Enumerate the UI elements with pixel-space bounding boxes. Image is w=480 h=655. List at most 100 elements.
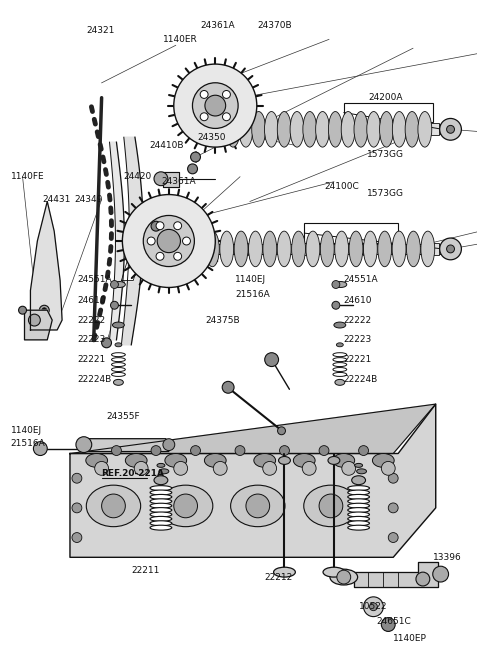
Circle shape xyxy=(302,461,316,476)
Ellipse shape xyxy=(335,231,348,267)
Ellipse shape xyxy=(157,463,165,468)
Bar xyxy=(300,243,312,255)
Ellipse shape xyxy=(111,363,125,367)
Ellipse shape xyxy=(150,503,172,508)
Ellipse shape xyxy=(306,231,320,267)
Circle shape xyxy=(110,280,119,288)
Ellipse shape xyxy=(263,231,277,267)
Text: 22211: 22211 xyxy=(131,566,160,574)
Circle shape xyxy=(319,445,329,455)
Circle shape xyxy=(174,461,188,476)
Bar xyxy=(236,243,248,255)
Ellipse shape xyxy=(150,499,172,504)
Circle shape xyxy=(134,461,148,476)
Circle shape xyxy=(39,305,49,315)
Text: 22221: 22221 xyxy=(344,355,372,364)
Ellipse shape xyxy=(334,322,346,328)
Circle shape xyxy=(122,195,216,288)
Ellipse shape xyxy=(115,343,122,346)
Text: 24200A: 24200A xyxy=(369,93,403,102)
Circle shape xyxy=(337,570,351,584)
Ellipse shape xyxy=(234,231,248,267)
Circle shape xyxy=(95,461,108,476)
Circle shape xyxy=(147,237,155,245)
Text: 24610: 24610 xyxy=(344,296,372,305)
Polygon shape xyxy=(163,172,179,187)
Circle shape xyxy=(223,90,230,98)
Ellipse shape xyxy=(323,567,345,577)
Circle shape xyxy=(235,445,245,455)
Text: 24370B: 24370B xyxy=(258,21,292,30)
Text: 22222: 22222 xyxy=(344,316,372,325)
Text: 24551A: 24551A xyxy=(77,275,111,284)
Ellipse shape xyxy=(335,282,347,288)
Text: 24321: 24321 xyxy=(87,26,115,35)
Bar xyxy=(323,123,335,135)
Ellipse shape xyxy=(378,231,392,267)
Bar xyxy=(375,123,387,135)
Circle shape xyxy=(446,125,455,133)
Ellipse shape xyxy=(239,111,253,147)
Bar xyxy=(219,123,231,135)
Circle shape xyxy=(151,221,161,231)
Ellipse shape xyxy=(352,476,366,485)
Circle shape xyxy=(174,494,197,517)
Circle shape xyxy=(264,352,278,367)
Ellipse shape xyxy=(392,231,406,267)
Ellipse shape xyxy=(348,490,370,495)
Polygon shape xyxy=(70,404,436,557)
Text: 13396: 13396 xyxy=(433,553,461,562)
Bar xyxy=(173,243,185,255)
Ellipse shape xyxy=(354,111,368,147)
Text: 24361A: 24361A xyxy=(161,178,195,186)
Text: 24375B: 24375B xyxy=(205,316,240,325)
Ellipse shape xyxy=(357,469,367,474)
Text: 22222: 22222 xyxy=(77,316,105,325)
Circle shape xyxy=(363,597,384,616)
Ellipse shape xyxy=(150,490,172,495)
Ellipse shape xyxy=(328,111,342,147)
Bar xyxy=(427,243,439,255)
Bar xyxy=(216,124,443,134)
Ellipse shape xyxy=(277,231,291,267)
Ellipse shape xyxy=(191,231,205,267)
Ellipse shape xyxy=(372,453,394,468)
Ellipse shape xyxy=(274,567,295,577)
Ellipse shape xyxy=(328,457,340,464)
Ellipse shape xyxy=(226,111,240,147)
Text: 24355F: 24355F xyxy=(107,413,140,421)
Ellipse shape xyxy=(333,373,347,377)
Ellipse shape xyxy=(158,485,213,527)
Circle shape xyxy=(205,95,226,116)
Polygon shape xyxy=(109,142,124,340)
Text: 1573GG: 1573GG xyxy=(367,149,404,159)
Circle shape xyxy=(72,533,82,542)
Ellipse shape xyxy=(86,453,108,468)
Text: 24410B: 24410B xyxy=(149,141,183,149)
Circle shape xyxy=(279,445,289,455)
Circle shape xyxy=(19,307,26,314)
Ellipse shape xyxy=(293,453,315,468)
Circle shape xyxy=(277,427,286,435)
Circle shape xyxy=(370,603,377,610)
Ellipse shape xyxy=(111,352,125,357)
Polygon shape xyxy=(30,202,62,330)
Circle shape xyxy=(76,437,92,453)
Circle shape xyxy=(182,237,191,245)
Polygon shape xyxy=(87,439,169,451)
Circle shape xyxy=(163,439,175,451)
Ellipse shape xyxy=(333,367,347,371)
Circle shape xyxy=(192,83,238,128)
Ellipse shape xyxy=(348,525,370,530)
Text: 24651C: 24651C xyxy=(376,617,411,626)
Ellipse shape xyxy=(205,231,219,267)
Ellipse shape xyxy=(150,525,172,530)
Text: 1140FE: 1140FE xyxy=(11,172,44,181)
Ellipse shape xyxy=(380,111,394,147)
Ellipse shape xyxy=(348,495,370,499)
Circle shape xyxy=(110,301,119,309)
Text: 22224B: 22224B xyxy=(77,375,111,384)
Circle shape xyxy=(151,445,161,455)
Ellipse shape xyxy=(335,379,345,385)
Ellipse shape xyxy=(348,503,370,508)
